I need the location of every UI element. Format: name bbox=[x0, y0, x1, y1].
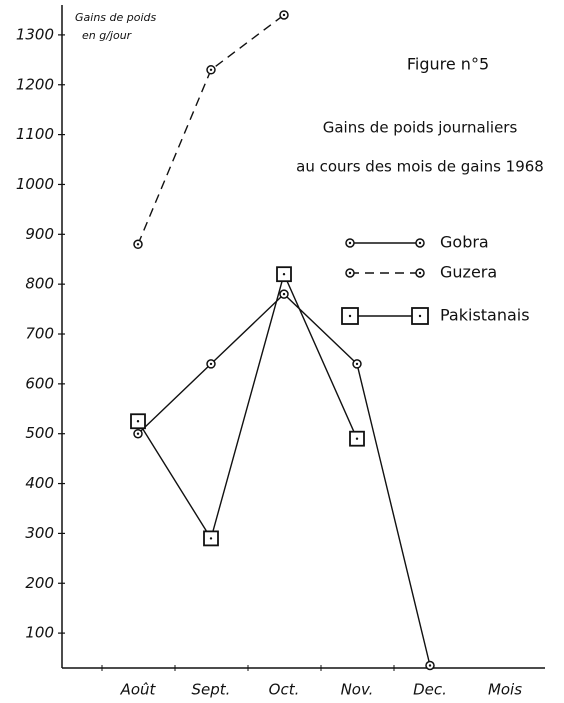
y-axis-label: en g/jour bbox=[82, 29, 133, 42]
chart-subtitle: Gains de poids journaliers bbox=[323, 119, 518, 137]
legend-label: Pakistanais bbox=[440, 306, 530, 325]
point-dot bbox=[136, 243, 140, 246]
point-dot bbox=[355, 437, 359, 440]
y-tick-label: 900 bbox=[25, 225, 54, 243]
x-tick-label: Sept. bbox=[192, 681, 231, 699]
legend-symbol-dot bbox=[418, 271, 422, 275]
point-dot bbox=[282, 272, 286, 276]
series-line bbox=[137, 293, 431, 666]
point-dot bbox=[136, 420, 140, 423]
y-tick-label: 800 bbox=[25, 275, 54, 293]
point-dot bbox=[209, 537, 213, 540]
series-line bbox=[137, 272, 358, 541]
chart-subtitle: au cours des mois de gains 1968 bbox=[296, 158, 544, 176]
legend-symbol-dot bbox=[348, 314, 352, 318]
series-line bbox=[137, 14, 285, 245]
x-tick-label: Dec. bbox=[413, 681, 447, 699]
legend-symbol-dot bbox=[418, 314, 422, 318]
point-dot bbox=[282, 13, 286, 17]
point-dot bbox=[428, 664, 432, 667]
point-dot bbox=[136, 432, 140, 435]
point-dot bbox=[209, 68, 213, 72]
x-axis-label: Mois bbox=[488, 681, 522, 699]
x-tick-label: Nov. bbox=[341, 681, 374, 699]
y-tick-label: 200 bbox=[25, 574, 54, 592]
point-dot bbox=[355, 362, 359, 366]
y-tick-label: 300 bbox=[25, 524, 54, 542]
y-tick-label: 600 bbox=[25, 374, 54, 392]
x-tick-label: Août bbox=[120, 681, 157, 699]
legend-symbol-dot bbox=[418, 241, 422, 245]
y-tick-label: 100 bbox=[25, 624, 54, 642]
legend-symbol-dot bbox=[348, 271, 352, 275]
chart-title: Figure n°5 bbox=[407, 55, 489, 74]
x-tick-label: Oct. bbox=[269, 681, 300, 699]
point-dot bbox=[209, 362, 213, 366]
y-tick-label: 400 bbox=[25, 474, 54, 492]
y-axis-label: Gains de poids bbox=[75, 11, 157, 24]
y-tick-label: 1200 bbox=[16, 75, 54, 93]
y-tick-label: 500 bbox=[25, 424, 54, 442]
legend-label: Guzera bbox=[440, 263, 497, 282]
legend-label: Gobra bbox=[440, 233, 489, 252]
y-tick-label: 1100 bbox=[16, 125, 54, 143]
y-tick-label: 700 bbox=[25, 325, 54, 343]
y-tick-label: 1300 bbox=[16, 25, 54, 43]
point-dot bbox=[282, 292, 286, 296]
y-tick-label: 1000 bbox=[16, 175, 54, 193]
legend-symbol-dot bbox=[348, 241, 352, 245]
